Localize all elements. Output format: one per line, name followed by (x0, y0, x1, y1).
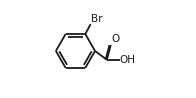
Text: Br: Br (91, 14, 103, 24)
Text: OH: OH (120, 55, 136, 65)
Text: O: O (111, 34, 120, 44)
